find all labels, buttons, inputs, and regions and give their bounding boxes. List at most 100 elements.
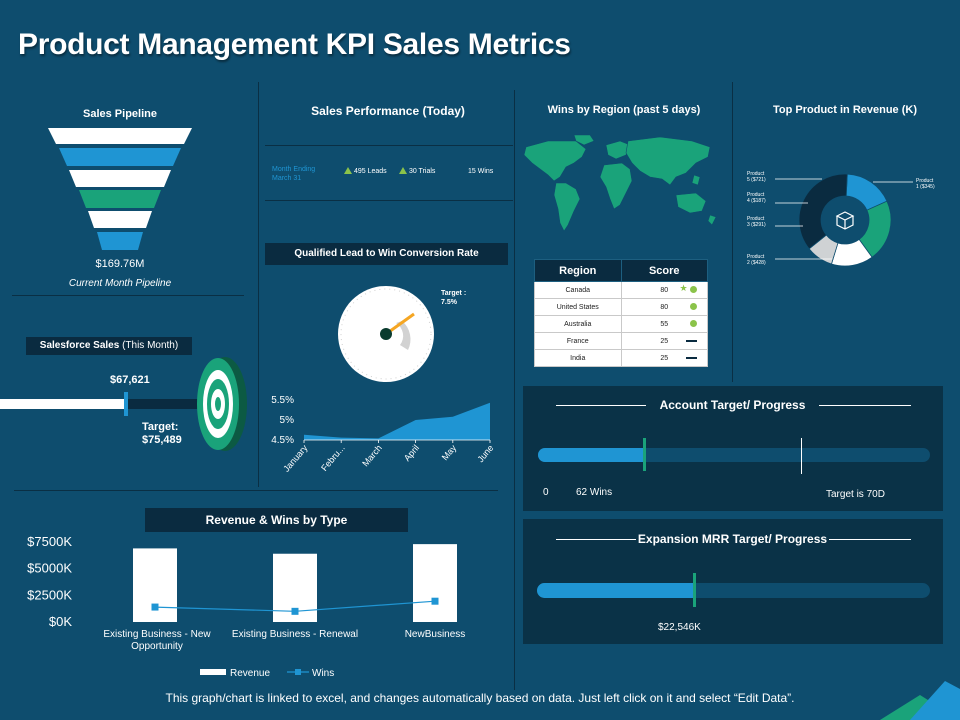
legend-revenue-swatch: [200, 669, 226, 675]
page-title: Product Management KPI Sales Metrics: [18, 28, 571, 61]
score-cell: 80: [620, 298, 709, 316]
product-label-line: 5 ($721): [747, 177, 766, 183]
region-header: Region: [534, 259, 622, 282]
conversion-target: Target : 7.5%: [441, 289, 466, 307]
score-value: 25: [660, 354, 669, 362]
title-rule: [556, 405, 646, 406]
product-label-line: 2 ($428): [747, 260, 766, 266]
product-label-line: 1 ($345): [916, 184, 935, 190]
world-map-icon: [523, 134, 717, 232]
score-value: 25: [660, 337, 669, 345]
product-label-line: Product: [747, 254, 765, 260]
wins-region-title: Wins by Region (past 5 days): [547, 104, 701, 116]
leads-stat: 495 Leads: [344, 167, 387, 175]
mrr-progress-marker: [693, 573, 697, 607]
region-table: Region Score Canada 80 ★ United States 8…: [534, 259, 709, 367]
account-start: 0: [543, 487, 549, 498]
target-line-1: Target :: [441, 290, 467, 297]
title-rule: [819, 405, 911, 406]
wins-point: [291, 607, 299, 615]
category-label: Existing Business - Renewal: [232, 629, 358, 640]
score-cell: 55: [620, 315, 709, 333]
region-table-header: Region Score: [534, 259, 709, 282]
product-label-line: 3 ($291): [747, 222, 766, 228]
target-line-2: 7.5%: [441, 299, 457, 306]
table-row: India 25: [534, 349, 709, 367]
footer-note: This graph/chart is linked to excel, and…: [165, 691, 795, 705]
legend-wins-marker: [295, 669, 301, 675]
sales-performance-title: Sales Performance (Today): [311, 104, 465, 118]
x-tick-label: January: [281, 442, 310, 473]
wins-point: [431, 597, 439, 605]
top-product-title: Top Product in Revenue (K): [772, 104, 918, 116]
x-tick-label: May: [440, 442, 459, 462]
sales-marker: [124, 392, 128, 416]
table-row: Canada 80 ★: [534, 281, 709, 299]
mrr-progress-fill: [537, 583, 695, 598]
pipeline-value: $169.76M: [95, 258, 145, 270]
y-tick-label: 4.5%: [271, 435, 294, 446]
up-triangle-icon: [399, 167, 407, 174]
category-label: NewBusiness: [405, 629, 466, 640]
region-cell: France: [534, 332, 622, 350]
title-rule: [829, 539, 911, 540]
conversion-gauge: [338, 286, 434, 382]
table-row: Australia 55: [534, 315, 709, 333]
product-label-line: Product: [747, 171, 765, 177]
sales-bar: [0, 399, 128, 409]
period-label: Month Ending March 31: [272, 165, 315, 183]
area-series: [304, 402, 490, 440]
x-tick-label: June: [475, 443, 495, 464]
top-product-donut: [798, 173, 892, 267]
salesforce-target-value: $75,489: [142, 434, 182, 446]
period-line-2: March 31: [272, 175, 302, 182]
trials-stat: 30 Trials: [399, 167, 435, 175]
sales-funnel: [48, 128, 192, 250]
divider: [732, 82, 733, 382]
product-label-3: Product 3 ($291): [747, 216, 766, 228]
target-bar: [128, 399, 208, 409]
account-current: 62 Wins: [576, 487, 613, 498]
star-icon: ★: [679, 283, 688, 293]
account-target-title: Account Target/ Progress: [659, 398, 806, 412]
divider: [265, 200, 513, 201]
pipeline-caption: Current Month Pipeline: [68, 278, 172, 289]
target-icon: [197, 357, 247, 451]
region-cell: India: [534, 349, 622, 367]
table-row: France 25: [534, 332, 709, 350]
product-label-5: Product 5 ($721): [747, 171, 766, 183]
score-cell: 25: [620, 332, 709, 350]
box-icon: [835, 211, 855, 230]
expansion-mrr-title: Expansion MRR Target/ Progress: [637, 532, 828, 546]
salesforce-current: $67,621: [110, 374, 150, 386]
score-cell: 25: [620, 349, 709, 367]
account-target-marker: [800, 438, 802, 474]
region-cell: Canada: [534, 281, 622, 299]
product-label-line: 4 ($187): [747, 198, 766, 204]
donut-slice: [798, 173, 848, 250]
y-tick-label: 5%: [280, 415, 295, 426]
salesforce-banner: Salesforce Sales (This Month): [26, 337, 192, 355]
salesforce-graphic: [0, 357, 247, 451]
salesforce-target-label: Target:: [142, 421, 179, 433]
leader-lines: [775, 178, 913, 260]
salesforce-title: Salesforce Sales: [39, 340, 120, 351]
y-tick-label: 5.5%: [271, 395, 294, 406]
product-label-line: Product: [916, 178, 934, 184]
divider: [514, 90, 515, 690]
funnel-stage-3: [69, 170, 171, 187]
score-header: Score: [620, 259, 709, 282]
revenue-wins-title: Revenue & Wins by Type: [145, 508, 408, 532]
product-label-line: Product: [747, 192, 765, 198]
trials-value: 30 Trials: [408, 168, 436, 175]
score-value: 80: [660, 303, 669, 311]
revenue-bar: [133, 548, 177, 622]
y-tick-label: $0K: [49, 614, 72, 629]
divider: [265, 145, 513, 146]
account-progress-fill: [538, 448, 644, 462]
product-label-1: Product 1 ($345): [916, 178, 935, 190]
funnel-stage-5: [88, 211, 152, 228]
status-dot-icon: [689, 320, 697, 327]
x-tick-label: April: [402, 443, 421, 463]
category-label: Opportunity: [131, 641, 183, 652]
